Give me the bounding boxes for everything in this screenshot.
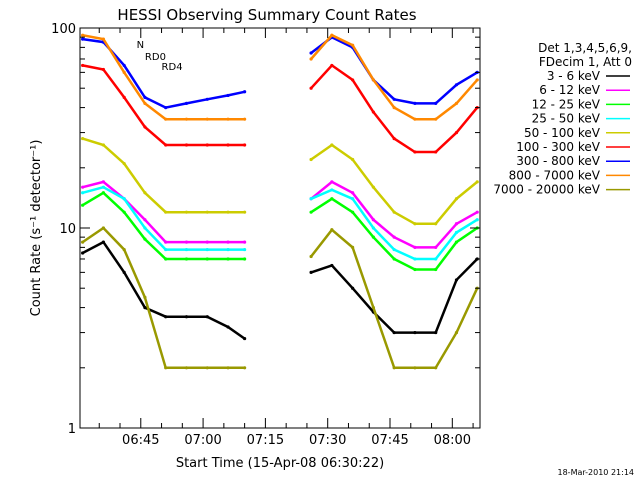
series-4 [81, 136, 479, 226]
series-line [82, 64, 245, 147]
series-line [310, 63, 479, 154]
legend-label: 6 - 12 keV [539, 83, 601, 97]
x-axis: 06:45 07:00 07:15 07:30 07:45 08:00 [98, 28, 474, 448]
series-line [310, 258, 479, 334]
series-layer [81, 33, 479, 370]
series-line [310, 33, 479, 121]
series-line [310, 197, 478, 271]
series-line [310, 180, 478, 249]
series-7 [81, 33, 479, 121]
y-tick-label: 1 [68, 422, 76, 437]
y-tick-label: 100 [51, 22, 76, 37]
series-line [310, 228, 479, 370]
legend-label: 100 - 300 keV [516, 140, 600, 154]
x-tick-label: 06:45 [122, 433, 159, 448]
legend-label: 25 - 50 keV [532, 112, 601, 126]
series-0 [81, 240, 479, 341]
y-axis: 1 10 100 [51, 22, 480, 437]
series-1 [81, 180, 479, 249]
chart-title: HESSI Observing Summary Count Rates [117, 6, 416, 24]
series-line [82, 185, 245, 251]
legend-label: 3 - 6 keV [547, 69, 601, 83]
x-tick-label: 08:00 [434, 433, 471, 448]
x-axis-label: Start Time (15-Apr-08 06:30:22) [176, 456, 384, 471]
legend-title-line-2: FDecim 1, Att 0 [539, 55, 632, 69]
legend: Det 1,3,4,5,6,9, FDecim 1, Att 0 3 - 6 k… [493, 41, 632, 197]
series-line [81, 226, 245, 370]
x-tick-label: 07:30 [309, 433, 346, 448]
annotation-label: RD0 [145, 52, 166, 63]
series-line [310, 143, 478, 226]
y-tick-label: 10 [59, 222, 76, 237]
series-2 [81, 191, 479, 272]
series-8 [81, 226, 479, 370]
series-line [82, 240, 246, 340]
series-line [310, 188, 478, 261]
series-5 [81, 63, 479, 154]
legend-label: 50 - 100 keV [524, 126, 601, 140]
legend-title-line-1: Det 1,3,4,5,6,9, [538, 41, 632, 55]
series-line [82, 137, 245, 214]
legend-label: 800 - 7000 keV [509, 168, 601, 182]
legend-label: 12 - 25 keV [532, 97, 601, 111]
series-line [310, 35, 478, 105]
series-line [82, 180, 245, 244]
legend-label: 7000 - 20000 keV [493, 183, 600, 197]
x-tick-label: 07:45 [371, 433, 408, 448]
series-3 [81, 185, 479, 261]
annotation-label: RD4 [162, 62, 183, 73]
annotation-label: N [137, 40, 144, 51]
legend-label: 300 - 800 keV [516, 154, 600, 168]
series-line [82, 33, 245, 121]
y-axis-label: Count Rate (s⁻¹ detector⁻¹) [29, 140, 44, 317]
x-tick-label: 07:15 [247, 433, 284, 448]
timestamp: 18-Mar-2010 21:14 [558, 468, 635, 477]
x-tick-label: 07:00 [184, 433, 221, 448]
series-line [81, 191, 245, 261]
